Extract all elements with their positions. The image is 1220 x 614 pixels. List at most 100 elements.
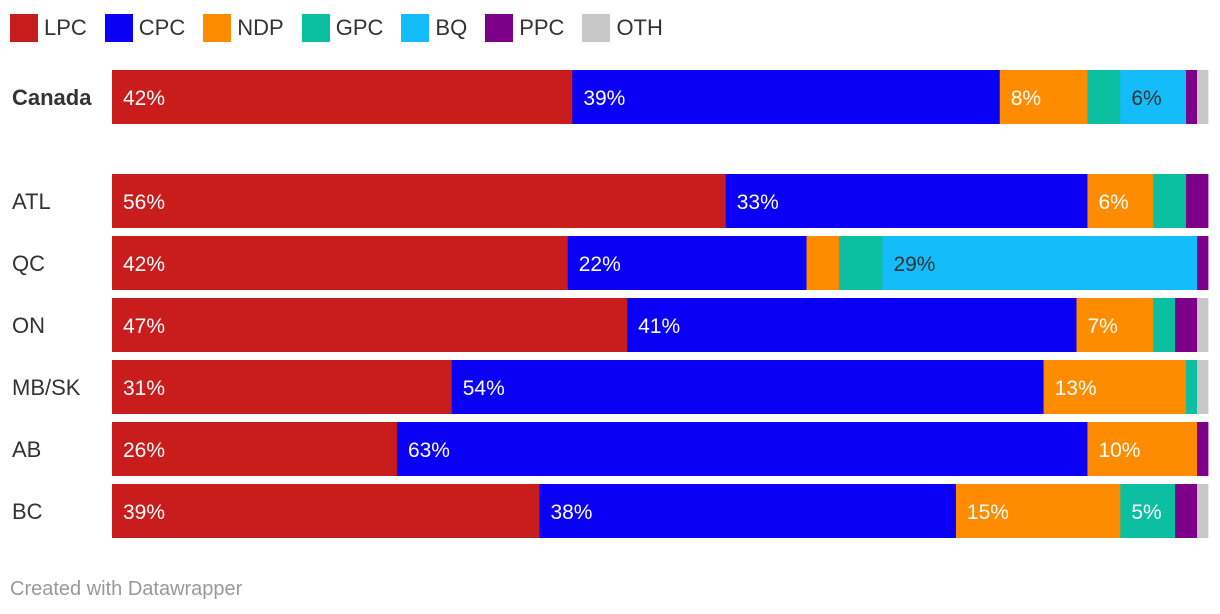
bar-segment-ab-cpc bbox=[396, 422, 1088, 476]
legend-swatch-ndp bbox=[203, 14, 232, 42]
legend-label-cpc: CPC bbox=[138, 15, 186, 40]
bar-segment-ab-lpc bbox=[112, 422, 398, 476]
bar-segment-on-ndp bbox=[1076, 298, 1154, 352]
row-label-bc: BC bbox=[12, 499, 43, 524]
bar-row-canada: Canada 42% 39% 8% 6% bbox=[12, 70, 1209, 124]
bar-label-bc-ndp: 15% bbox=[967, 501, 1009, 524]
legend-swatch-bq bbox=[401, 14, 430, 42]
bar-segment-atl-cpc bbox=[725, 174, 1088, 228]
bar-segment-on-lpc bbox=[112, 298, 628, 352]
bar-row-bc: BC 39% 38% 15% 5% bbox=[12, 484, 1209, 538]
legend-item-cpc: CPC bbox=[104, 14, 186, 42]
bar-segment-canada-cpc bbox=[572, 70, 1001, 124]
bar-label-on-ndp: 7% bbox=[1087, 315, 1117, 338]
bar-segment-mb-sk-gpc bbox=[1186, 360, 1198, 414]
bar-segment-mb-sk-ndp bbox=[1043, 360, 1187, 414]
legend-swatch-lpc bbox=[10, 14, 38, 42]
bar-row-atl: ATL 56% 33% 6% bbox=[12, 174, 1209, 228]
bar-segment-qc-cpc bbox=[567, 236, 807, 290]
bar-label-atl-lpc: 56% bbox=[123, 191, 165, 214]
bar-label-ab-cpc: 63% bbox=[408, 439, 450, 462]
legend-item-ppc: PPC bbox=[485, 14, 564, 42]
bar-label-on-cpc: 41% bbox=[638, 315, 680, 338]
bar-label-canada-cpc: 39% bbox=[583, 87, 625, 110]
bar-label-bc-gpc: 5% bbox=[1131, 501, 1161, 524]
bar-segment-bc-ndp bbox=[955, 484, 1121, 538]
legend: LPC CPC NDP GPC BQ PPC OTH bbox=[10, 13, 681, 43]
bar-row-on: ON 47% 41% 7% bbox=[12, 298, 1209, 352]
bar-row-ab: AB 26% 63% 10% bbox=[12, 422, 1209, 476]
bar-segment-bc-cpc bbox=[539, 484, 957, 538]
bar-label-qc-cpc: 22% bbox=[579, 253, 621, 276]
bar-segment-qc-bq bbox=[882, 236, 1198, 290]
legend-item-bq: BQ bbox=[401, 14, 467, 42]
bar-segment-mb-sk-lpc bbox=[112, 360, 453, 414]
row-label-on: ON bbox=[12, 313, 45, 338]
row-label-canada: Canada bbox=[12, 85, 92, 110]
bar-segment-atl-ppc bbox=[1186, 174, 1209, 228]
bar-segment-bc-lpc bbox=[112, 484, 540, 538]
bar-label-mb-sk-ndp: 13% bbox=[1055, 377, 1097, 400]
bar-segment-canada-oth bbox=[1197, 70, 1209, 124]
bar-label-ab-ndp: 10% bbox=[1098, 439, 1140, 462]
legend-label-bq: BQ bbox=[435, 15, 468, 40]
bar-label-qc-bq: 29% bbox=[893, 253, 935, 276]
footer-credit[interactable]: Created with Datawrapper bbox=[10, 578, 243, 600]
legend-item-ndp: NDP bbox=[203, 14, 284, 42]
legend-item-oth: OTH bbox=[582, 14, 663, 42]
legend-label-oth: OTH bbox=[616, 15, 663, 40]
bar-segment-ab-ndp bbox=[1087, 422, 1198, 476]
bar-segment-on-gpc bbox=[1153, 298, 1176, 352]
row-label-mb-sk: MB/SK bbox=[12, 375, 81, 400]
bar-segment-on-cpc bbox=[627, 298, 1077, 352]
bar-segment-bc-ppc bbox=[1175, 484, 1198, 538]
legend-label-ndp: NDP bbox=[237, 15, 284, 40]
bar-label-canada-ndp: 8% bbox=[1011, 87, 1041, 110]
legend-swatch-gpc bbox=[301, 14, 330, 42]
bar-label-on-lpc: 47% bbox=[123, 315, 165, 338]
bar-segment-ab-ppc bbox=[1197, 422, 1209, 476]
bar-segment-qc-gpc bbox=[839, 236, 883, 290]
row-label-atl: ATL bbox=[12, 189, 51, 214]
bar-segment-canada-ndp bbox=[999, 70, 1088, 124]
bar-segment-bc-oth bbox=[1197, 484, 1209, 538]
bar-label-ab-lpc: 26% bbox=[123, 439, 165, 462]
bar-segment-canada-lpc bbox=[112, 70, 573, 124]
bar-segment-qc-lpc bbox=[112, 236, 569, 290]
legend-label-gpc: GPC bbox=[335, 15, 384, 40]
bar-segment-canada-bq bbox=[1120, 70, 1187, 124]
bar-segment-atl-gpc bbox=[1153, 174, 1187, 228]
row-label-ab: AB bbox=[12, 437, 41, 462]
bar-segment-bc-gpc bbox=[1120, 484, 1176, 538]
bar-label-mb-sk-cpc: 54% bbox=[463, 377, 505, 400]
legend-item-gpc: GPC bbox=[301, 14, 384, 42]
bar-label-canada-lpc: 42% bbox=[123, 87, 165, 110]
bar-label-qc-lpc: 42% bbox=[123, 253, 165, 276]
bar-segment-qc-ppc bbox=[1197, 236, 1209, 290]
legend-label-lpc: LPC bbox=[44, 15, 87, 40]
legend-swatch-ppc bbox=[485, 14, 514, 42]
bar-segment-on-ppc bbox=[1175, 298, 1198, 352]
bar-label-mb-sk-lpc: 31% bbox=[123, 377, 165, 400]
bar-label-bc-lpc: 39% bbox=[123, 501, 165, 524]
legend-item-lpc: LPC bbox=[10, 14, 87, 42]
bar-segment-mb-sk-oth bbox=[1197, 360, 1209, 414]
bar-segment-atl-ndp bbox=[1087, 174, 1154, 228]
bar-label-atl-ndp: 6% bbox=[1098, 191, 1128, 214]
legend-label-ppc: PPC bbox=[519, 15, 565, 40]
bar-segment-mb-sk-cpc bbox=[451, 360, 1044, 414]
bar-label-atl-cpc: 33% bbox=[737, 191, 779, 214]
bar-segment-canada-ppc bbox=[1186, 70, 1198, 124]
bar-segment-on-oth bbox=[1197, 298, 1209, 352]
bar-label-bc-cpc: 38% bbox=[550, 501, 592, 524]
bar-row-qc: QC 42% 22% 29% bbox=[12, 236, 1209, 290]
legend-swatch-cpc bbox=[104, 14, 133, 42]
row-label-qc: QC bbox=[12, 251, 45, 276]
bar-segment-canada-gpc bbox=[1087, 70, 1121, 124]
bar-label-canada-bq: 6% bbox=[1131, 87, 1161, 110]
bar-segment-qc-ndp bbox=[806, 236, 840, 290]
bar-row-mb-sk: MB/SK 31% 54% 13% bbox=[12, 360, 1209, 414]
legend-swatch-oth bbox=[582, 14, 611, 42]
bar-segment-atl-lpc bbox=[112, 174, 727, 228]
